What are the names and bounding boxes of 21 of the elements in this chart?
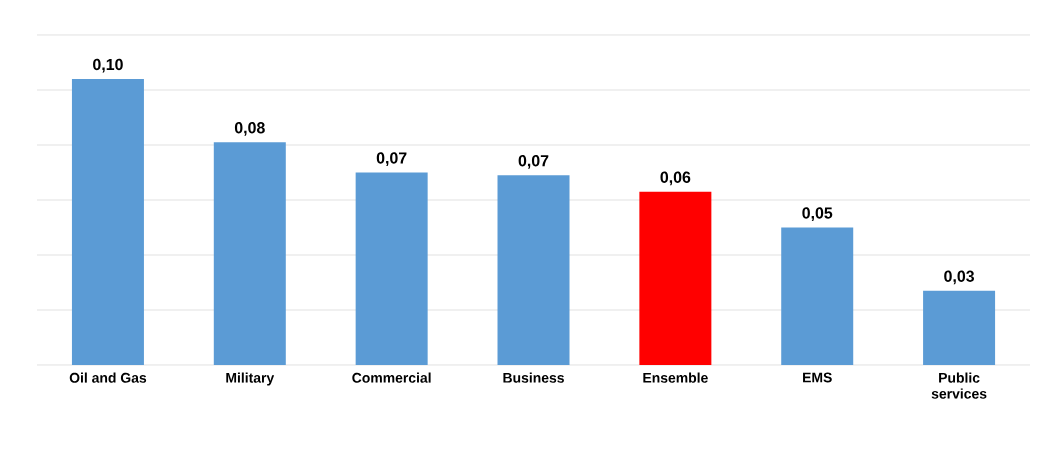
x-tick-label: EMS: [803, 372, 832, 383]
bar: [923, 290, 996, 365]
bar: [497, 175, 570, 365]
x-tick-label: Business: [503, 372, 564, 383]
bar: [355, 172, 428, 365]
data-label: 0,10: [93, 58, 123, 73]
bar: [781, 227, 854, 365]
x-tick-label: Military: [226, 372, 275, 386]
data-label: 0,07: [376, 152, 407, 166]
x-tick-label: Commercial: [352, 372, 431, 383]
x-tick-label: Ensemble: [643, 372, 708, 383]
x-tick-label: Oil and Gas: [69, 372, 147, 383]
data-label: 0,06: [660, 171, 691, 186]
data-label: 0,03: [944, 270, 975, 285]
bar: [639, 191, 712, 365]
data-label: 0,07: [518, 155, 549, 169]
bar: [71, 78, 144, 365]
data-label: 0,05: [802, 207, 833, 221]
x-tick-label: Public services: [931, 372, 987, 399]
bar: [213, 142, 286, 365]
data-label: 0,08: [234, 122, 265, 136]
